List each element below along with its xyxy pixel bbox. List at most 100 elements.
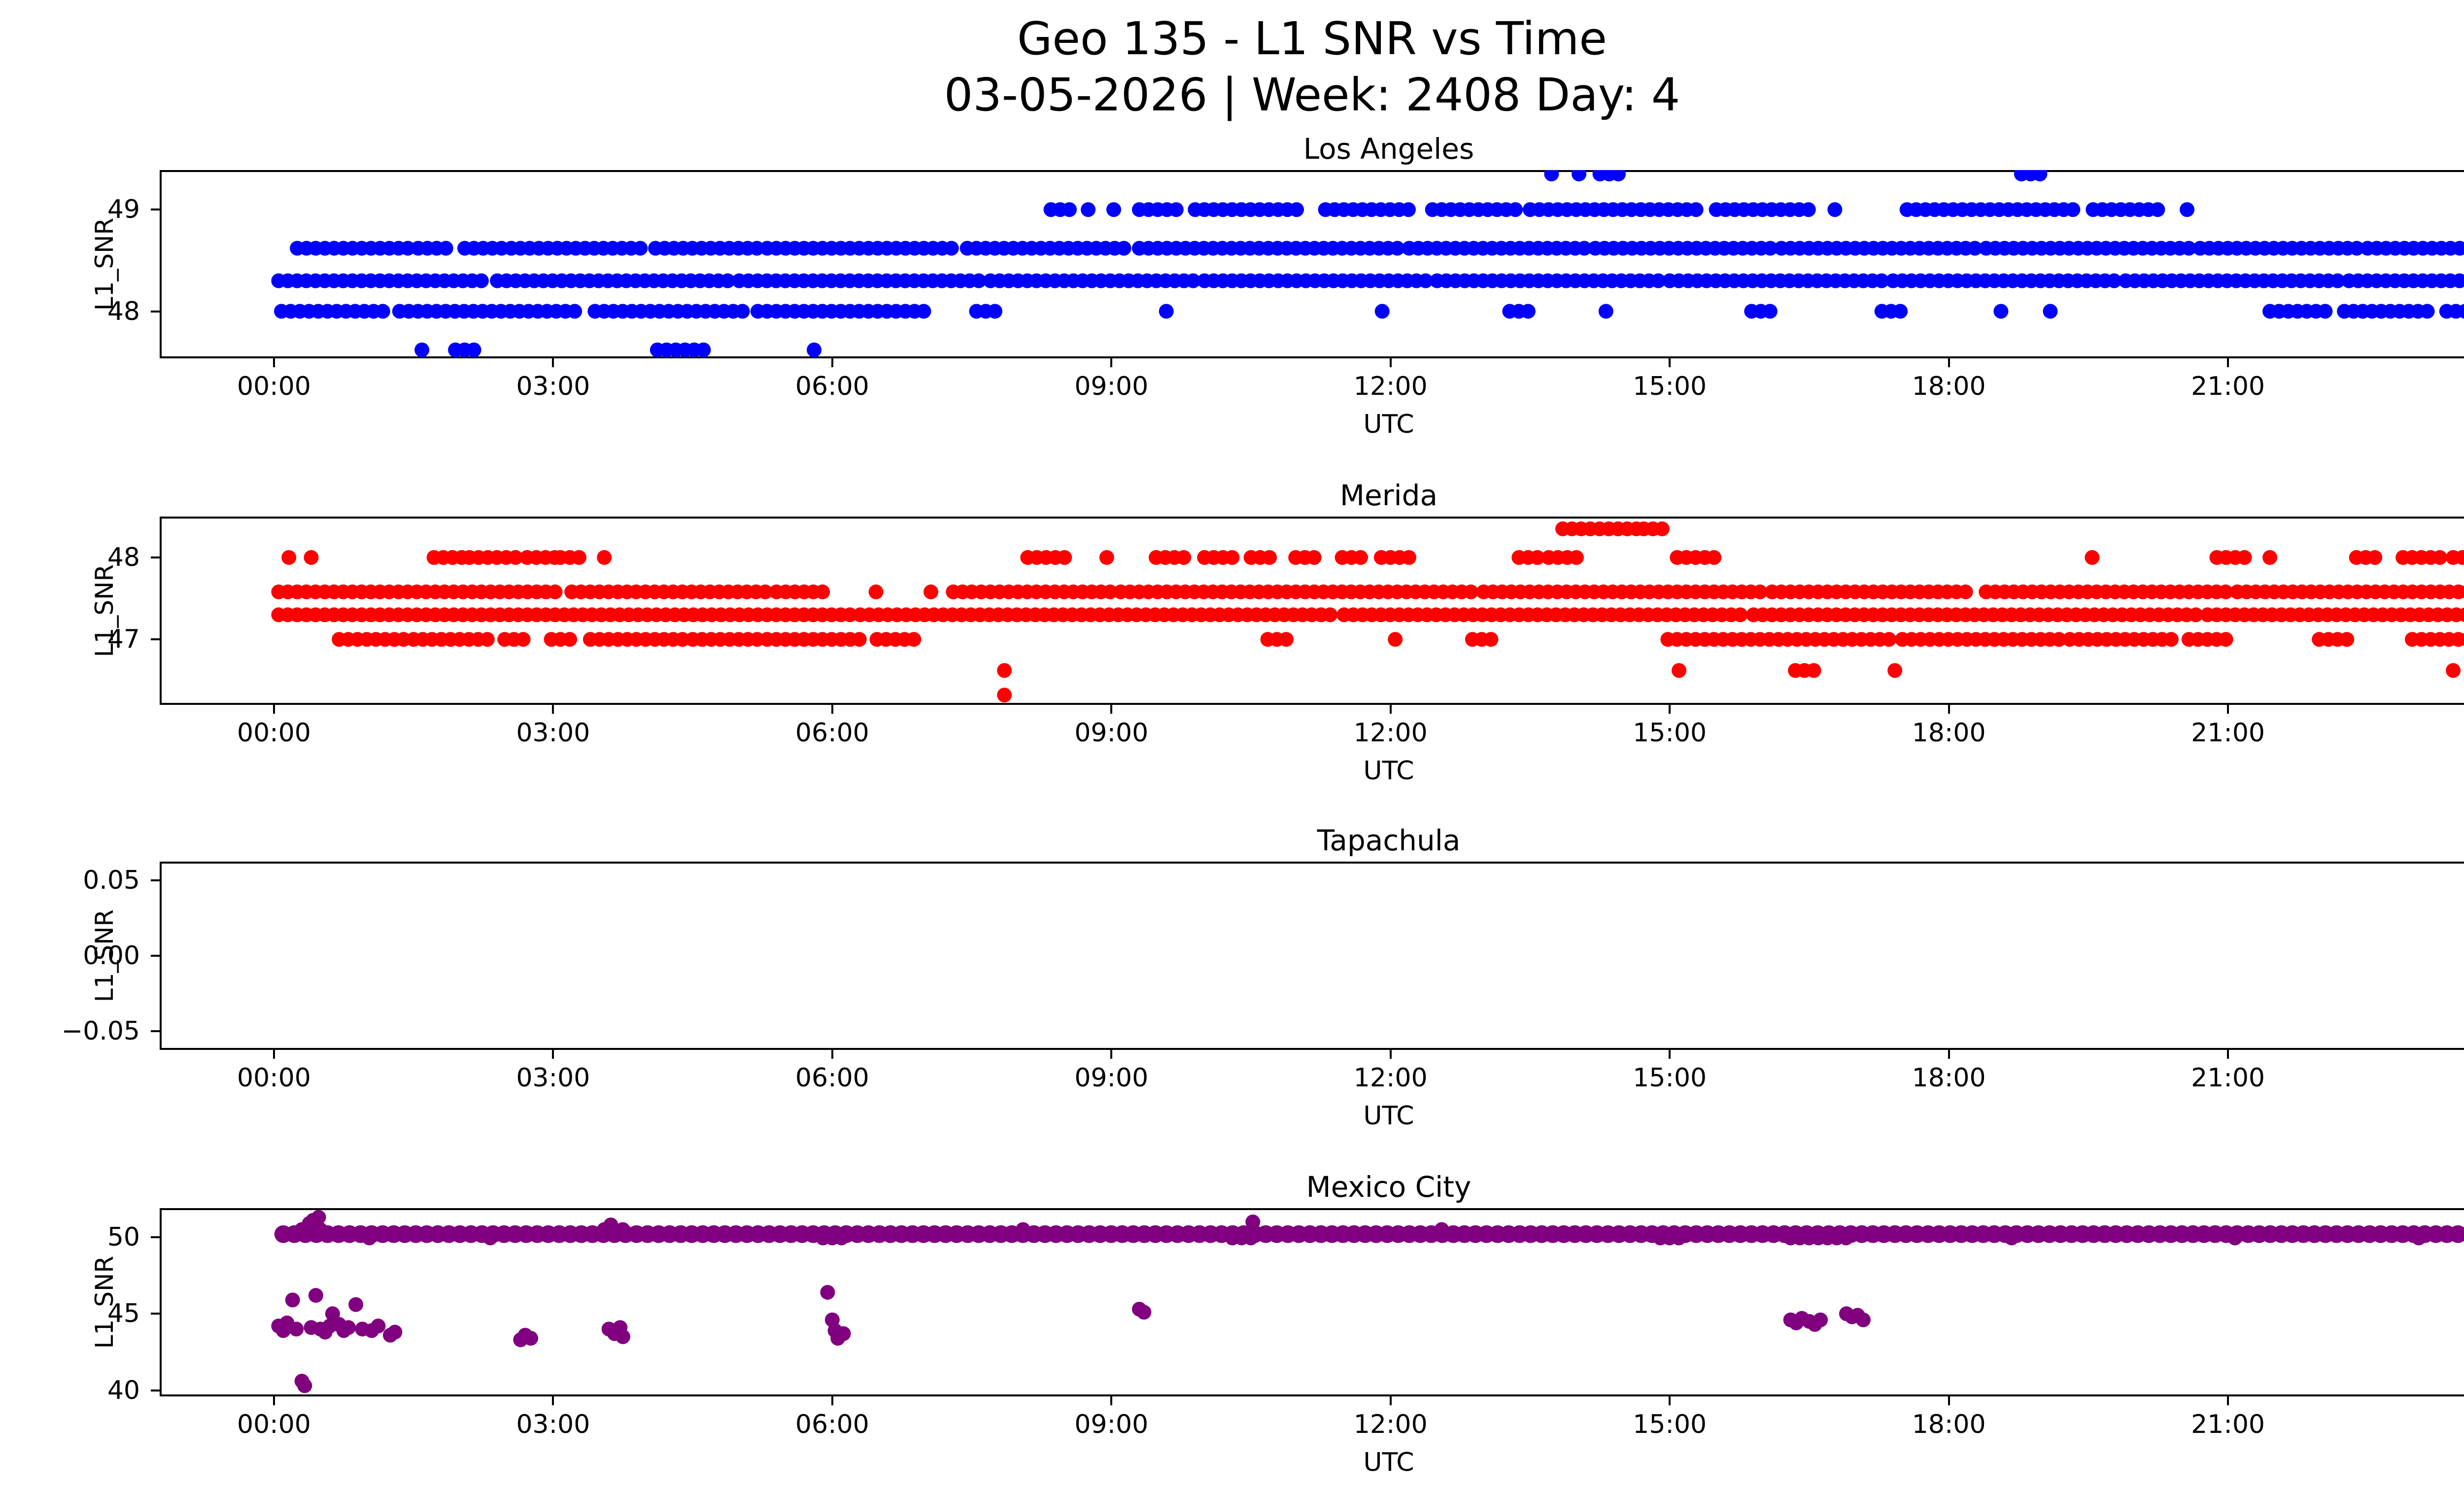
subplot-title-los-angeles: Los Angeles [1303,132,1474,166]
scatter-dot [387,1324,403,1340]
x-axis-label-los-angeles: UTC [1363,410,1414,439]
scatter-dot [1855,1312,1871,1327]
x-tick-label: 09:00 [1074,718,1149,748]
x-tick-label: 21:00 [2191,372,2265,401]
scatter-dot [836,1326,851,1341]
x-tick-mark [273,1050,275,1059]
x-tick-mark [1669,705,1671,714]
x-tick-label: 09:00 [1074,1410,1149,1439]
scatter-dot [285,1292,300,1308]
scatter-dot [1106,202,1122,217]
scatter-dot [1887,663,1903,678]
scatter-dot [2446,663,2461,678]
x-tick-mark [552,1396,554,1405]
x-tick-label: 09:00 [1074,372,1149,401]
scatter-dot [1388,632,1403,647]
scatter-dot [2227,1230,2243,1246]
x-tick-label: 09:00 [1074,1063,1149,1093]
x-axis-label-mexico-city: UTC [1363,1448,1414,1477]
subplot-merida: Merida 47 48 00:00 03:00 06:00 09:00 12:00 15:00… [0,462,2464,807]
subplot-mexico-city: Mexico City 40 45 50 00:00 03:00 06:00 09:00 12:… [0,1154,2464,1495]
y-tick-label: 0.00 [83,941,140,971]
x-tick-label: 15:00 [1633,1063,1707,1093]
x-tick-mark [1389,1050,1392,1059]
x-tick-label: 03:00 [516,1410,590,1439]
scatter-dot [297,1378,312,1393]
x-tick-mark [273,705,275,714]
y-tick-mark [151,1030,160,1032]
subplot-title-tapachula: Tapachula [1317,824,1461,857]
x-tick-label: 00:00 [237,1063,311,1093]
x-tick-label: 18:00 [1912,372,1986,401]
x-tick-mark [552,358,554,367]
x-tick-label: 12:00 [1353,718,1428,748]
x-tick-mark [1110,1050,1113,1059]
x-tick-mark [831,358,833,367]
scatter-layer-merida [271,521,2464,703]
x-tick-mark [831,1050,833,1059]
scatter-dot [923,584,938,599]
scatter-dot [1572,170,1587,182]
y-tick-label: 40 [107,1375,140,1405]
x-axis-label-tapachula: UTC [1363,1101,1414,1131]
x-tick-mark [1669,358,1671,367]
x-tick-mark [2227,1050,2229,1059]
scatter-dot [371,1319,386,1334]
scatter-dot [1245,1214,1261,1229]
x-tick-label: 06:00 [795,372,869,401]
scatter-dot [2043,304,2058,319]
y-tick-label: 49 [107,195,140,225]
x-tick-mark [1669,1396,1671,1405]
x-tick-mark [1948,1396,1950,1405]
subplot-los-angeles: Los Angeles 48 49 00:00 03:00 06:00 09:00 12:00… [0,116,2464,461]
y-tick-label: 50 [107,1222,140,1252]
x-tick-mark [1948,1050,1950,1059]
x-tick-label: 03:00 [516,372,590,401]
x-tick-mark [1948,705,1950,714]
x-tick-mark [273,1396,275,1405]
scatter-dot [1993,304,2009,319]
x-tick-mark [1110,1396,1113,1405]
scatter-dot [597,550,612,565]
scatter-dot [304,550,319,565]
scatter-dot [1813,1312,1828,1327]
y-tick-mark [151,310,160,313]
y-tick-mark [151,879,160,882]
figure-title: Geo 135 - L1 SNR vs Time 03-05-2026 | We… [0,11,2464,123]
scatter-dot [325,1306,340,1321]
scatter-dot [1598,304,1613,319]
x-tick-label: 21:00 [2191,1063,2265,1093]
scatter-dot [1015,1222,1030,1237]
figure-title-line1: Geo 135 - L1 SNR vs Time [1017,12,1607,65]
scatter-dot [1099,550,1114,565]
x-tick-label: 00:00 [237,1410,311,1439]
x-tick-mark [552,1050,554,1059]
y-axis-label-mexico-city: L1_SNR [90,1255,119,1349]
y-tick-mark [151,1236,160,1238]
scatter-dot [2004,1230,2019,1246]
y-tick-label: 48 [107,296,140,326]
x-tick-label: 21:00 [2191,718,2265,748]
x-tick-label: 15:00 [1633,718,1707,748]
y-axis-label-tapachula: L1_SNR [90,909,119,1003]
scatter-dot [997,688,1012,703]
axes-los-angeles [160,170,2464,358]
y-tick-label: 0.05 [83,866,140,896]
x-tick-label: 06:00 [795,718,869,748]
scatter-dot [341,1320,356,1335]
scatter-dot [1159,304,1174,319]
x-tick-label: 06:00 [795,1410,869,1439]
scatter-dot [820,1285,835,1300]
x-tick-mark [1389,705,1392,714]
y-tick-mark [151,1389,160,1391]
y-tick-label: 47 [107,625,140,655]
y-tick-mark [151,638,160,641]
scatter-dot [523,1330,539,1346]
x-tick-label: 06:00 [795,1063,869,1093]
y-tick-mark [151,556,160,559]
scatter-layer-mexico-city [271,1210,2464,1393]
x-tick-label: 03:00 [516,718,590,748]
x-tick-mark [2227,1396,2229,1405]
y-tick-label: −0.05 [61,1016,140,1046]
